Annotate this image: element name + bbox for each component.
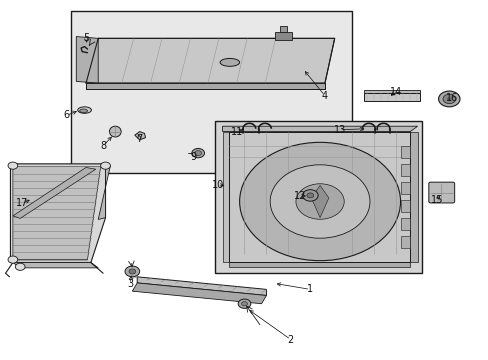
Circle shape bbox=[8, 256, 18, 263]
Circle shape bbox=[129, 269, 136, 274]
Circle shape bbox=[194, 150, 201, 156]
Bar bbox=[400, 235, 409, 248]
Text: 17: 17 bbox=[17, 198, 29, 208]
Circle shape bbox=[8, 162, 18, 169]
Text: 10: 10 bbox=[211, 180, 224, 190]
Polygon shape bbox=[222, 126, 417, 132]
Text: 3: 3 bbox=[126, 279, 133, 289]
Ellipse shape bbox=[220, 58, 239, 66]
Text: 15: 15 bbox=[430, 195, 443, 205]
Ellipse shape bbox=[109, 126, 121, 137]
Circle shape bbox=[446, 97, 451, 101]
Text: 5: 5 bbox=[83, 33, 89, 43]
Ellipse shape bbox=[78, 107, 91, 113]
Circle shape bbox=[191, 148, 204, 158]
Polygon shape bbox=[228, 262, 409, 267]
Polygon shape bbox=[13, 166, 101, 260]
Circle shape bbox=[295, 184, 344, 219]
Polygon shape bbox=[13, 262, 98, 268]
Text: 14: 14 bbox=[389, 87, 401, 97]
FancyBboxPatch shape bbox=[428, 182, 454, 203]
Polygon shape bbox=[137, 277, 266, 296]
Circle shape bbox=[306, 193, 313, 198]
Circle shape bbox=[238, 299, 250, 309]
Polygon shape bbox=[409, 132, 417, 262]
Circle shape bbox=[438, 91, 459, 107]
Polygon shape bbox=[86, 83, 325, 89]
Circle shape bbox=[239, 142, 400, 261]
Polygon shape bbox=[98, 164, 110, 220]
Circle shape bbox=[241, 302, 247, 306]
Bar bbox=[215, 121, 422, 273]
Text: 12: 12 bbox=[294, 191, 306, 201]
Polygon shape bbox=[10, 164, 105, 262]
Bar bbox=[400, 182, 409, 194]
Polygon shape bbox=[76, 37, 98, 83]
Circle shape bbox=[125, 266, 140, 277]
Text: 8: 8 bbox=[100, 141, 106, 151]
Polygon shape bbox=[135, 132, 145, 140]
Bar bbox=[279, 26, 287, 32]
Text: 9: 9 bbox=[190, 152, 196, 162]
Text: 2: 2 bbox=[287, 334, 293, 345]
Text: 11: 11 bbox=[231, 127, 243, 136]
Polygon shape bbox=[86, 39, 334, 83]
Circle shape bbox=[270, 165, 369, 238]
Polygon shape bbox=[363, 93, 419, 101]
Polygon shape bbox=[228, 132, 409, 262]
Circle shape bbox=[15, 263, 25, 270]
Bar bbox=[400, 200, 409, 212]
Circle shape bbox=[302, 190, 318, 201]
Circle shape bbox=[442, 94, 455, 104]
Bar bbox=[400, 164, 409, 176]
Polygon shape bbox=[311, 185, 328, 218]
Text: 16: 16 bbox=[445, 93, 457, 103]
Bar bbox=[400, 218, 409, 230]
Polygon shape bbox=[132, 283, 266, 304]
Polygon shape bbox=[222, 132, 228, 262]
Text: 7: 7 bbox=[136, 134, 142, 144]
Text: 1: 1 bbox=[306, 284, 313, 294]
Text: 6: 6 bbox=[63, 111, 69, 121]
Polygon shape bbox=[13, 167, 96, 219]
Circle shape bbox=[101, 162, 110, 169]
Bar bbox=[274, 32, 292, 40]
Text: 13: 13 bbox=[333, 125, 345, 135]
Ellipse shape bbox=[80, 109, 87, 113]
Text: 4: 4 bbox=[321, 91, 327, 101]
Polygon shape bbox=[363, 90, 419, 93]
Bar bbox=[71, 12, 351, 173]
Bar bbox=[400, 146, 409, 158]
